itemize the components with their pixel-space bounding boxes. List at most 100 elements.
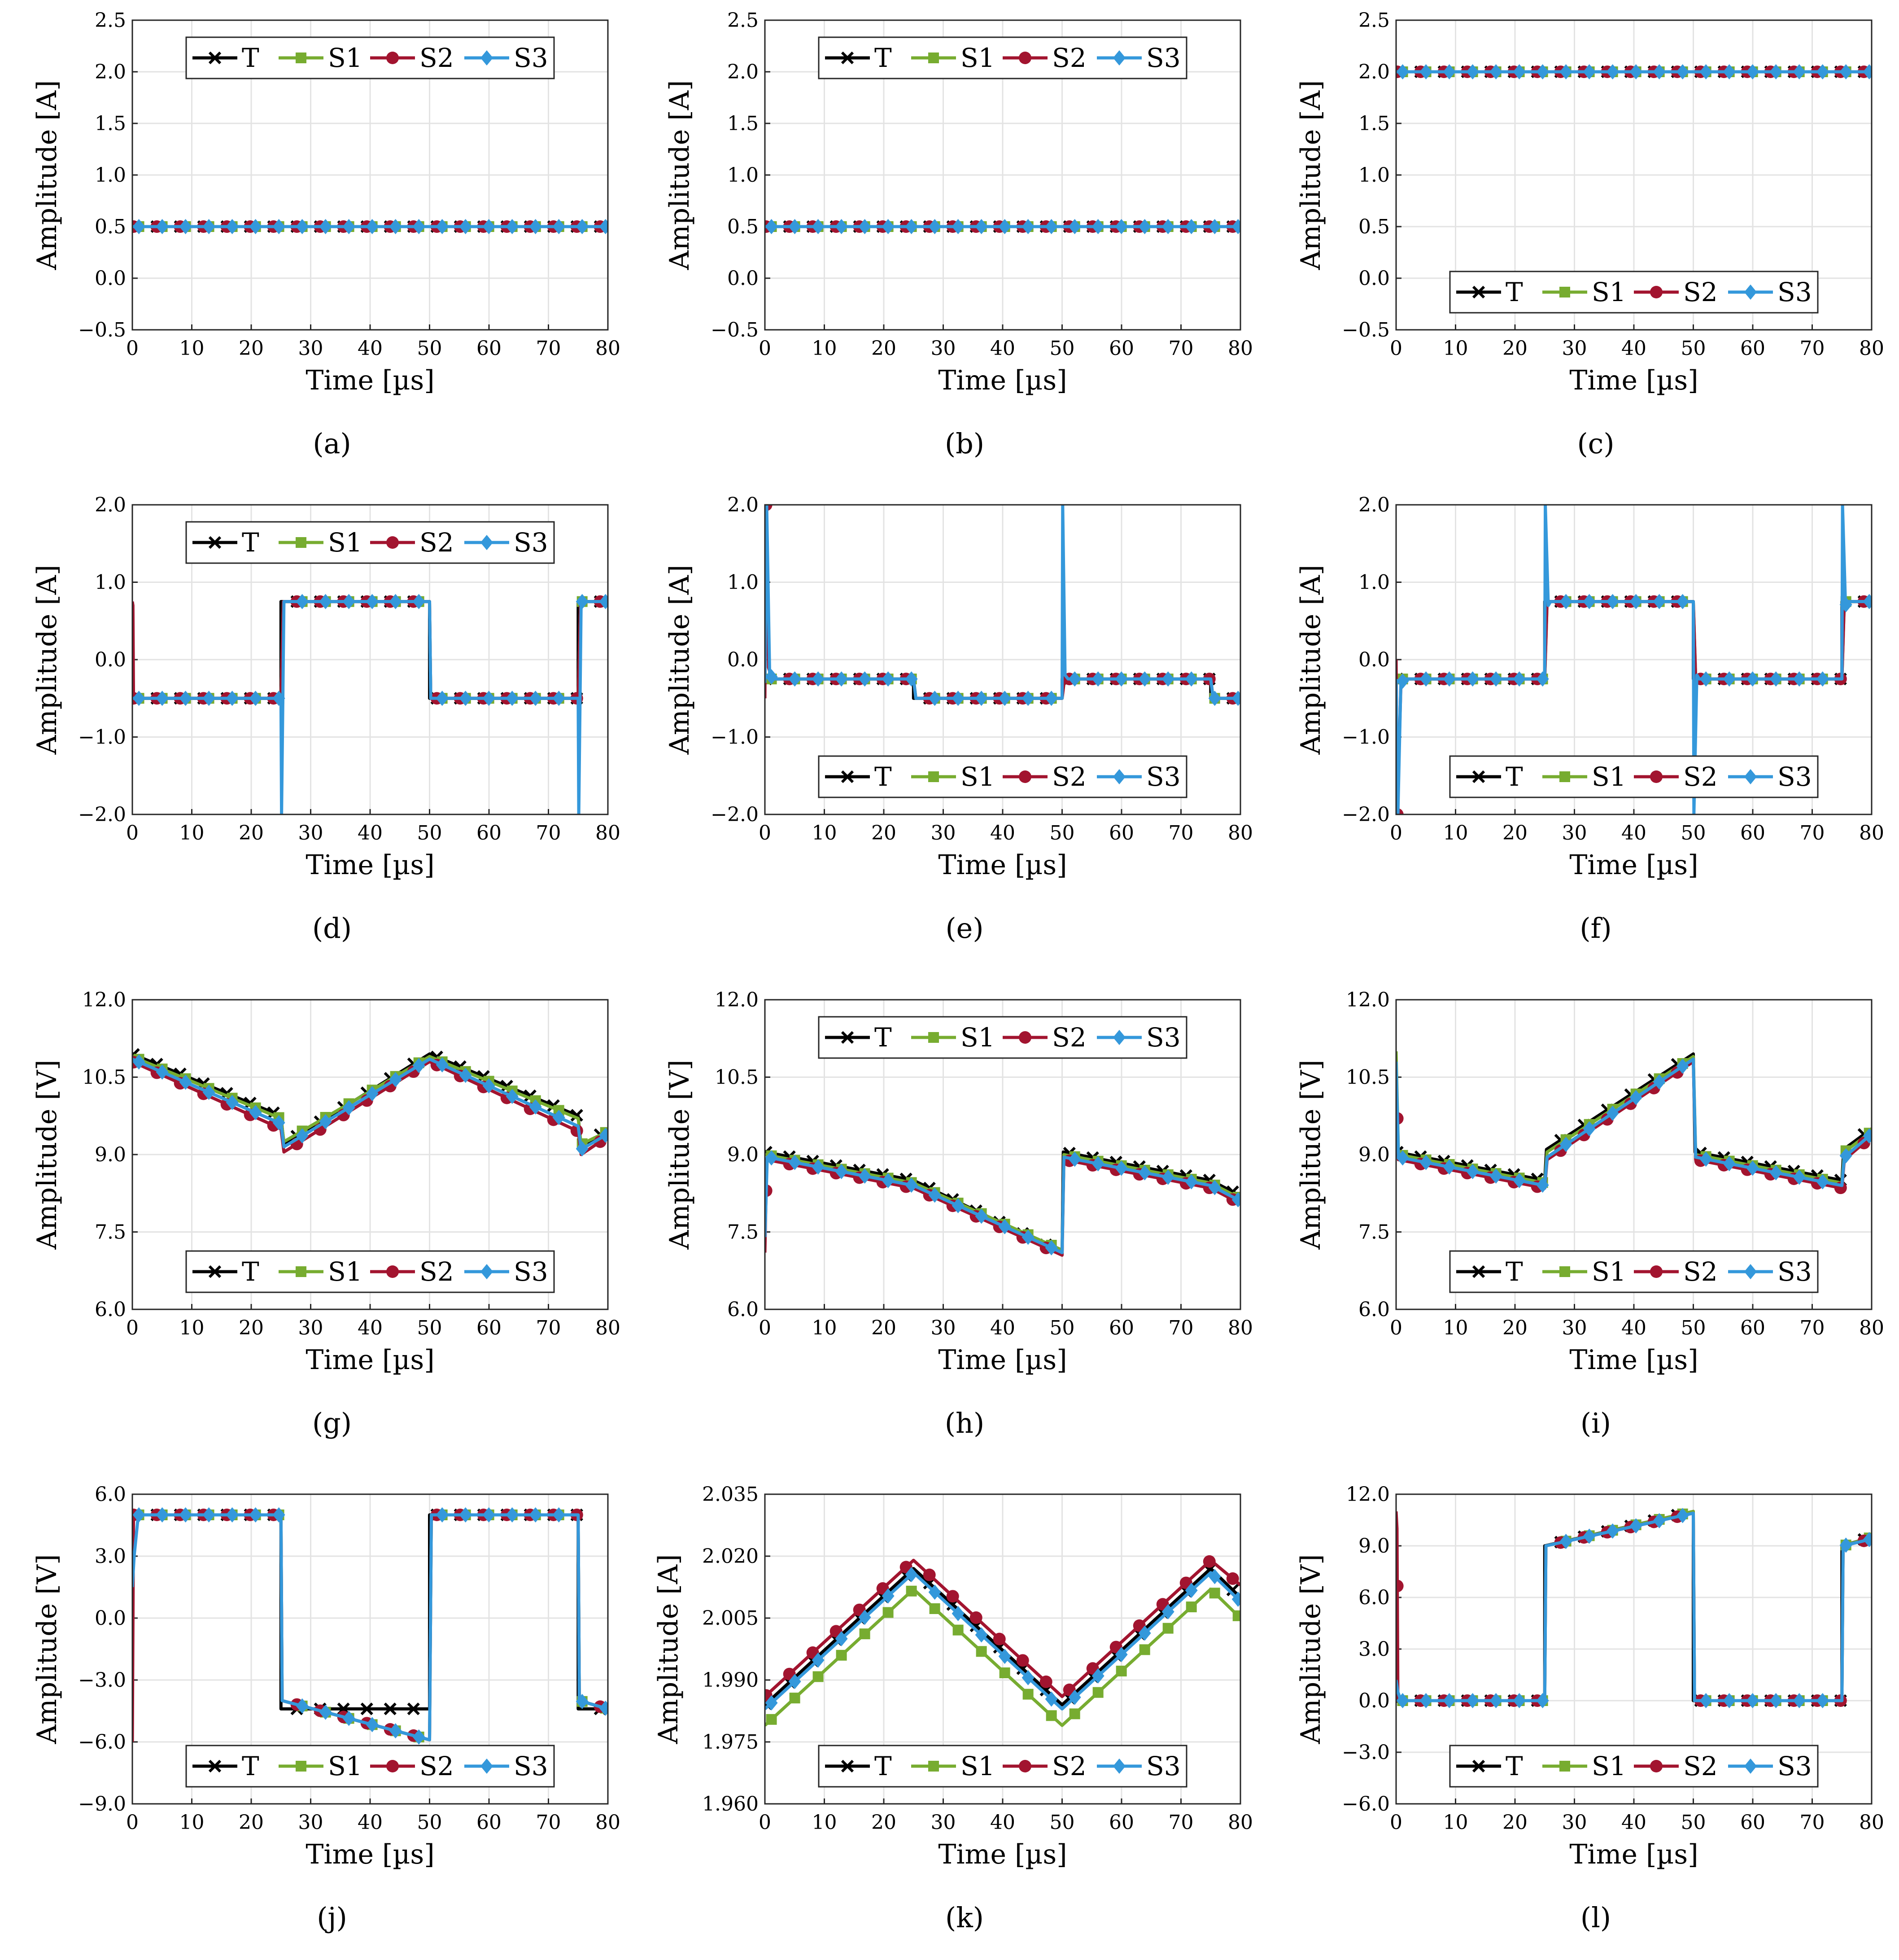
legend-marker-S1 <box>928 771 939 782</box>
legend-label-S1: S1 <box>328 527 362 558</box>
legend-marker-S2 <box>1019 770 1031 783</box>
panel-caption: (g) <box>312 1407 352 1439</box>
x-tick-label: 0 <box>1390 337 1402 360</box>
x-tick-label: 80 <box>595 822 620 844</box>
series-marker-S3 <box>1419 671 1432 687</box>
legend-label-S1: S1 <box>1592 277 1626 307</box>
panel-caption: (d) <box>312 912 352 945</box>
series-marker-S3 <box>179 1074 192 1090</box>
series-marker-S3 <box>319 1114 332 1129</box>
legend-label-S3: S3 <box>514 1256 548 1287</box>
x-tick-label: 10 <box>179 1811 205 1834</box>
panel-caption: (l) <box>1580 1901 1611 1934</box>
legend-marker-T <box>841 1759 854 1773</box>
legend-label-S3: S3 <box>1146 1751 1181 1781</box>
series-marker-S3 <box>952 1198 965 1213</box>
x-axis-label: Time [µs] <box>1569 1344 1698 1376</box>
series-marker-S3 <box>436 1507 449 1522</box>
legend: T S1 S2 S3 <box>185 521 555 564</box>
x-tick-label: 30 <box>931 1811 956 1834</box>
x-tick-label: 70 <box>1169 1317 1194 1339</box>
series-marker-S3 <box>1045 691 1058 706</box>
series-marker-S3 <box>179 691 192 706</box>
y-tick-label: 1.0 <box>95 164 126 187</box>
x-tick-label: 20 <box>1502 1811 1528 1834</box>
series-marker-S3 <box>812 219 825 234</box>
legend-label-S3: S3 <box>1777 1256 1812 1287</box>
series-marker-S3 <box>1489 671 1502 687</box>
series-marker-S3 <box>952 691 965 706</box>
series-marker-T <box>384 1702 397 1715</box>
panel-caption: (c) <box>1577 427 1614 460</box>
series-marker-S3 <box>1466 671 1479 687</box>
x-tick-label: 50 <box>417 1317 442 1339</box>
series-marker-S1 <box>1186 1601 1197 1613</box>
series-marker-S3 <box>1583 1121 1596 1137</box>
series-marker-S3 <box>788 671 801 687</box>
legend-label-T: T <box>242 1256 259 1287</box>
series-marker-S3 <box>1022 1670 1035 1685</box>
x-axis-label: Time [µs] <box>1569 365 1698 396</box>
series-marker-S3 <box>1161 219 1174 234</box>
legend-label-S3: S3 <box>1777 761 1812 792</box>
chart-panel-e: 0 10 20 30 40 50 60 70 80 −2.0 −1.0 0.0 1.0 2.0 Time [… <box>664 494 1253 945</box>
y-tick-label: 2.035 <box>702 1483 759 1506</box>
series-marker-S3 <box>905 1177 918 1193</box>
series-marker-S3 <box>552 691 565 706</box>
y-tick-label: 0.0 <box>727 267 759 290</box>
series-marker-S3 <box>1699 1151 1712 1167</box>
series-marker-S3 <box>928 219 941 234</box>
x-tick-label: 70 <box>1169 1811 1194 1834</box>
axes-box <box>764 999 1241 1310</box>
panel-caption: (j) <box>317 1901 347 1934</box>
series-marker-S3 <box>1231 1592 1240 1607</box>
x-tick-label: 20 <box>1502 337 1528 360</box>
legend-label-S3: S3 <box>1777 277 1812 307</box>
series-marker-S3 <box>202 219 215 234</box>
series-marker-S3 <box>1068 219 1081 234</box>
axes-box <box>1395 1493 1873 1805</box>
y-tick-label: 3.0 <box>95 1545 126 1568</box>
y-tick-label: 1.5 <box>95 112 126 135</box>
series-marker-S3 <box>812 1159 825 1175</box>
series-marker-S3 <box>1208 1180 1221 1195</box>
legend-marker-S1 <box>928 1032 939 1043</box>
x-tick-label: 80 <box>1859 822 1884 844</box>
x-tick-label: 70 <box>536 822 561 844</box>
series-marker-S3 <box>1138 1625 1151 1641</box>
series-marker-S3 <box>1443 671 1456 687</box>
series-marker-S3 <box>1466 64 1479 79</box>
series-marker-S3 <box>1769 1165 1782 1181</box>
series-marker-S3 <box>272 219 285 234</box>
series-marker-S3 <box>1185 1174 1198 1190</box>
series-layer <box>1396 1508 1872 1708</box>
series-marker-S3 <box>1513 1173 1526 1189</box>
series-marker-S3 <box>1839 1537 1852 1553</box>
series-marker-S3 <box>998 1219 1011 1234</box>
series-marker-S3 <box>1793 64 1806 79</box>
series-layer <box>1396 64 1872 79</box>
legend-marker-S3 <box>1113 50 1126 66</box>
x-tick-label: 80 <box>1228 1317 1253 1339</box>
axes-box <box>131 1493 609 1805</box>
series-marker-S3 <box>1723 64 1736 79</box>
x-tick-label: 0 <box>759 822 771 844</box>
series-layer <box>132 1048 608 1157</box>
series-marker-S3 <box>1068 671 1081 687</box>
series-marker-S3 <box>1559 594 1572 609</box>
series-marker-S3 <box>905 671 918 687</box>
y-tick-label: 7.5 <box>1358 1221 1390 1244</box>
y-tick-label: −0.5 <box>1342 319 1390 341</box>
y-tick-label: 1.960 <box>702 1793 759 1816</box>
series-marker-S3 <box>1629 64 1642 79</box>
y-tick-label: 1.990 <box>702 1669 759 1692</box>
x-axis-label: Time [µs] <box>306 365 434 396</box>
legend-marker-S1 <box>296 1761 306 1772</box>
y-tick-label: 6.0 <box>1358 1586 1390 1609</box>
series-marker-S3 <box>1115 671 1128 687</box>
series-marker-S3 <box>389 594 402 609</box>
series-marker-S1 <box>1162 1623 1174 1634</box>
y-axis-label: Amplitude [A] <box>664 565 695 755</box>
x-tick-label: 20 <box>1502 1317 1528 1339</box>
x-tick-label: 0 <box>759 1811 771 1834</box>
